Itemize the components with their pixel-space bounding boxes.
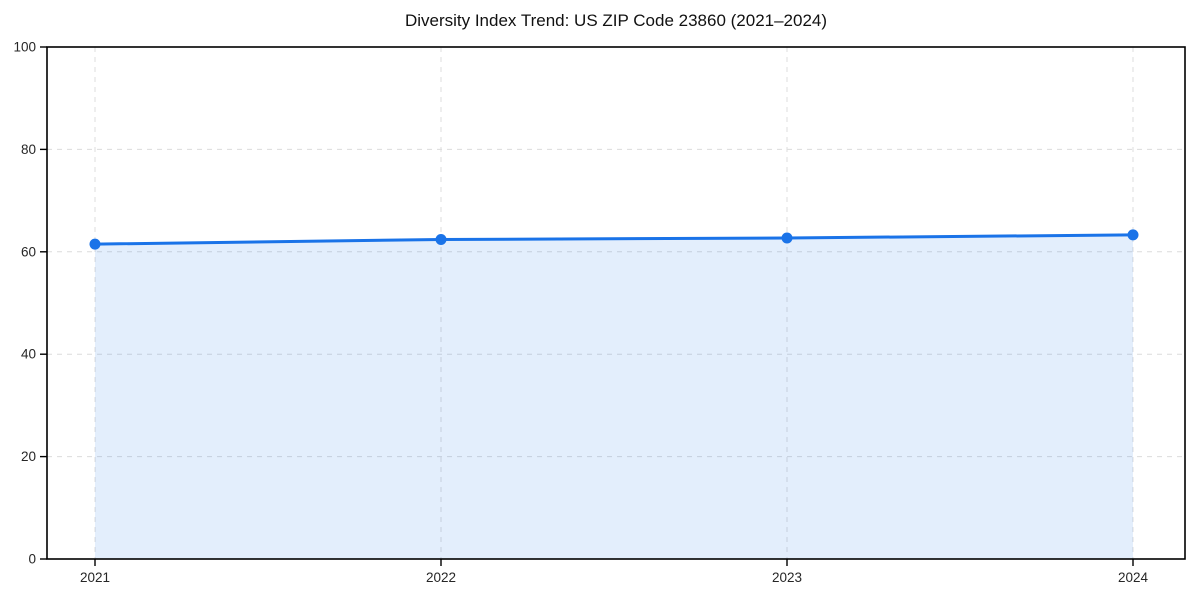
trend-line xyxy=(93,233,1135,246)
x-axis-tick-label: 2024 xyxy=(1118,570,1149,585)
y-axis-tick-label: 60 xyxy=(21,244,36,259)
area-fill xyxy=(95,234,1133,560)
plot-border xyxy=(46,46,1186,560)
y-axis-tick-label: 20 xyxy=(21,449,36,464)
data-point-marker xyxy=(781,232,793,244)
area-fill-layer xyxy=(95,234,1133,560)
y-axis-tick-label: 40 xyxy=(21,347,36,362)
data-point-marker xyxy=(435,234,447,246)
y-axis-tick-label: 0 xyxy=(28,552,36,567)
y-axis-tick-label: 100 xyxy=(13,40,36,55)
tick-marks-layer xyxy=(40,46,1134,566)
chart-title: Diversity Index Trend: US ZIP Code 23860… xyxy=(405,11,827,30)
x-axis-tick-label: 2021 xyxy=(80,570,110,585)
data-point-marker xyxy=(89,238,101,250)
x-axis-tick-label: 2022 xyxy=(426,570,456,585)
x-axis-tick-label: 2023 xyxy=(772,570,802,585)
y-axis-tick-label: 80 xyxy=(21,142,36,157)
data-point-marker xyxy=(1127,229,1139,241)
tick-labels-layer: 0 20 40 60 80 100 2021 2022 2023 2024 xyxy=(13,40,1148,586)
data-points-layer xyxy=(89,229,1139,250)
axes-spines-layer xyxy=(46,46,1186,560)
trend-line-layer xyxy=(93,233,1135,246)
